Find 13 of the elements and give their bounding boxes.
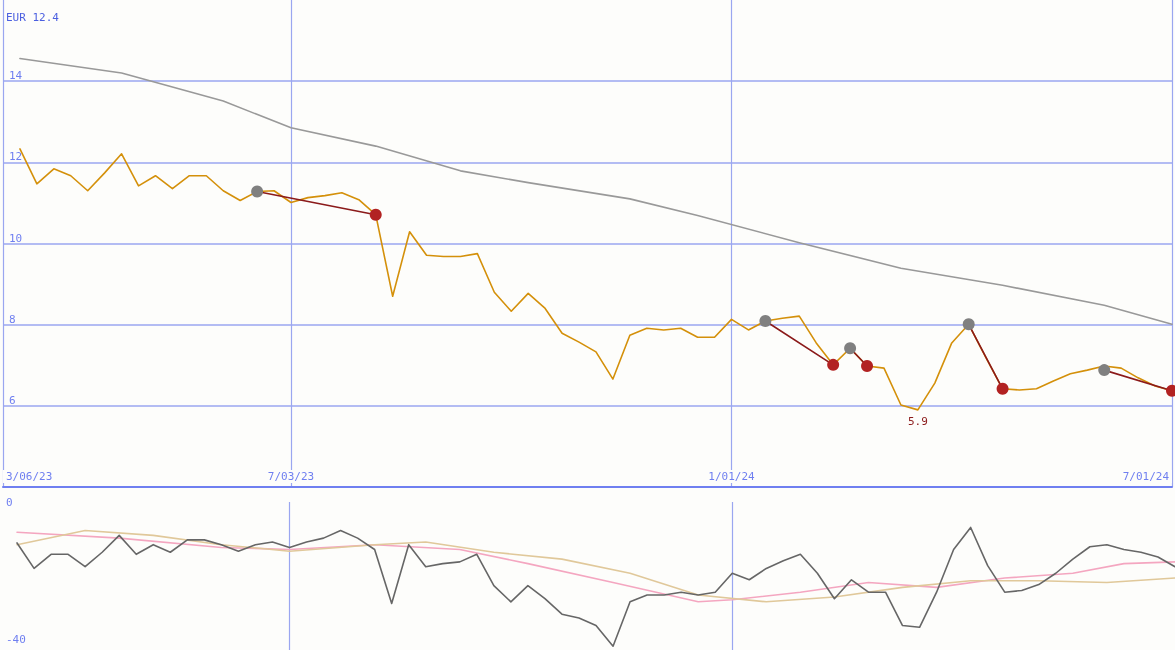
annotation: EUR 12.4	[6, 11, 60, 24]
y-tick-label: 12	[9, 150, 23, 164]
y-tick-label: 10	[9, 231, 23, 245]
x-tick-label: 3/06/23	[6, 470, 53, 483]
y-tick-label: 0	[6, 495, 13, 509]
x-tick-label: 7/01/24	[1122, 470, 1170, 483]
y-tick-label: -40	[6, 633, 26, 647]
x-tick-label: 1/01/24	[708, 470, 756, 483]
x-tick-label: 7/03/23	[267, 470, 315, 483]
y-tick-label: 8	[9, 312, 16, 326]
annotation: 5.9	[907, 414, 928, 428]
y-tick-label: 14	[9, 69, 23, 83]
y-tick-label: 6	[9, 393, 16, 407]
